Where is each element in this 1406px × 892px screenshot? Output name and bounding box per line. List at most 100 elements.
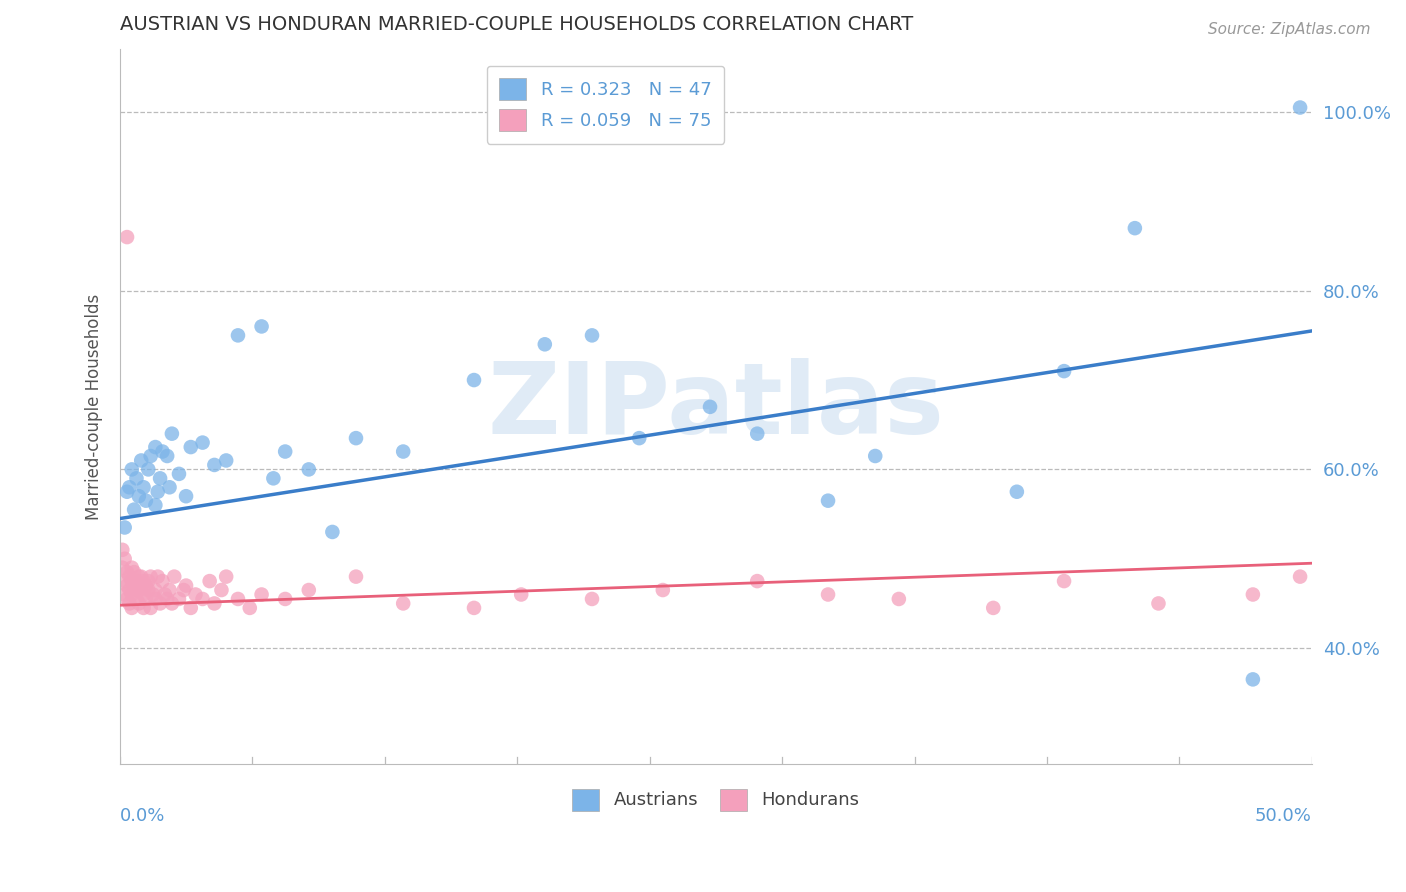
Point [152, 444, 174, 458]
Point [250, 319, 273, 334]
Point [250, 587, 273, 601]
Text: Source: ZipAtlas.com: Source: ZipAtlas.com [1208, 22, 1371, 37]
Point [1123, 221, 1146, 235]
Text: ZIPatlas: ZIPatlas [488, 359, 945, 455]
Point [865, 449, 887, 463]
Point [651, 582, 673, 597]
Point [239, 601, 262, 615]
Point [132, 601, 155, 615]
Point [118, 480, 141, 494]
Point [129, 569, 152, 583]
Point [628, 431, 651, 445]
Point [135, 578, 157, 592]
Point [145, 591, 167, 606]
Point [180, 601, 202, 615]
Point [125, 471, 148, 485]
Point [298, 582, 321, 597]
Point [215, 569, 238, 583]
Point [115, 565, 138, 579]
Point [510, 587, 533, 601]
Point [132, 587, 155, 601]
Point [581, 591, 603, 606]
Text: AUSTRIAN VS HONDURAN MARRIED-COUPLE HOUSEHOLDS CORRELATION CHART: AUSTRIAN VS HONDURAN MARRIED-COUPLE HOUS… [120, 15, 914, 34]
Point [121, 587, 143, 601]
Point [274, 444, 297, 458]
Point [115, 578, 138, 592]
Point [156, 591, 179, 606]
Point [191, 435, 214, 450]
Point [111, 560, 134, 574]
Point [135, 591, 157, 606]
Point [142, 587, 165, 601]
Point [125, 582, 148, 597]
Point [1147, 596, 1170, 610]
Point [392, 596, 415, 610]
Point [136, 574, 159, 588]
Point [159, 582, 181, 597]
Point [139, 449, 162, 463]
Point [174, 578, 197, 592]
Point [191, 591, 214, 606]
Point [122, 565, 145, 579]
Point [1241, 673, 1264, 687]
Point [202, 596, 225, 610]
Point [129, 578, 152, 592]
Point [226, 591, 249, 606]
Point [125, 591, 148, 606]
Point [159, 480, 181, 494]
Point [1241, 587, 1264, 601]
Point [211, 582, 233, 597]
Point [114, 574, 136, 588]
Point [202, 458, 225, 472]
Y-axis label: Married-couple Households: Married-couple Households [86, 293, 103, 520]
Point [1289, 569, 1312, 583]
Point [747, 426, 769, 441]
Point [118, 582, 141, 597]
Point [146, 484, 169, 499]
Point [125, 574, 148, 588]
Point [122, 578, 145, 592]
Point [153, 587, 176, 601]
Point [118, 596, 141, 610]
Legend: Austrians, Hondurans: Austrians, Hondurans [564, 780, 869, 820]
Point [167, 467, 190, 481]
Point [184, 587, 207, 601]
Point [132, 480, 155, 494]
Point [344, 431, 367, 445]
Point [160, 596, 183, 610]
Point [1005, 484, 1028, 499]
Point [747, 574, 769, 588]
Point [344, 569, 367, 583]
Point [139, 569, 162, 583]
Point [121, 462, 143, 476]
Point [128, 489, 150, 503]
Point [114, 551, 136, 566]
Point [114, 587, 136, 601]
Point [149, 596, 172, 610]
Point [321, 524, 343, 539]
Point [463, 601, 485, 615]
Point [262, 471, 284, 485]
Point [115, 230, 138, 244]
Point [121, 574, 143, 588]
Point [581, 328, 603, 343]
Point [132, 574, 155, 588]
Point [198, 574, 221, 588]
Point [533, 337, 555, 351]
Point [121, 560, 143, 574]
Point [226, 328, 249, 343]
Point [981, 601, 1004, 615]
Point [274, 591, 297, 606]
Text: 50.0%: 50.0% [1256, 807, 1312, 825]
Point [160, 426, 183, 441]
Point [1053, 574, 1076, 588]
Point [163, 569, 186, 583]
Point [145, 582, 167, 597]
Point [149, 471, 172, 485]
Point [135, 493, 157, 508]
Point [136, 582, 159, 597]
Point [173, 582, 195, 597]
Point [115, 484, 138, 499]
Point [174, 489, 197, 503]
Point [114, 520, 136, 534]
